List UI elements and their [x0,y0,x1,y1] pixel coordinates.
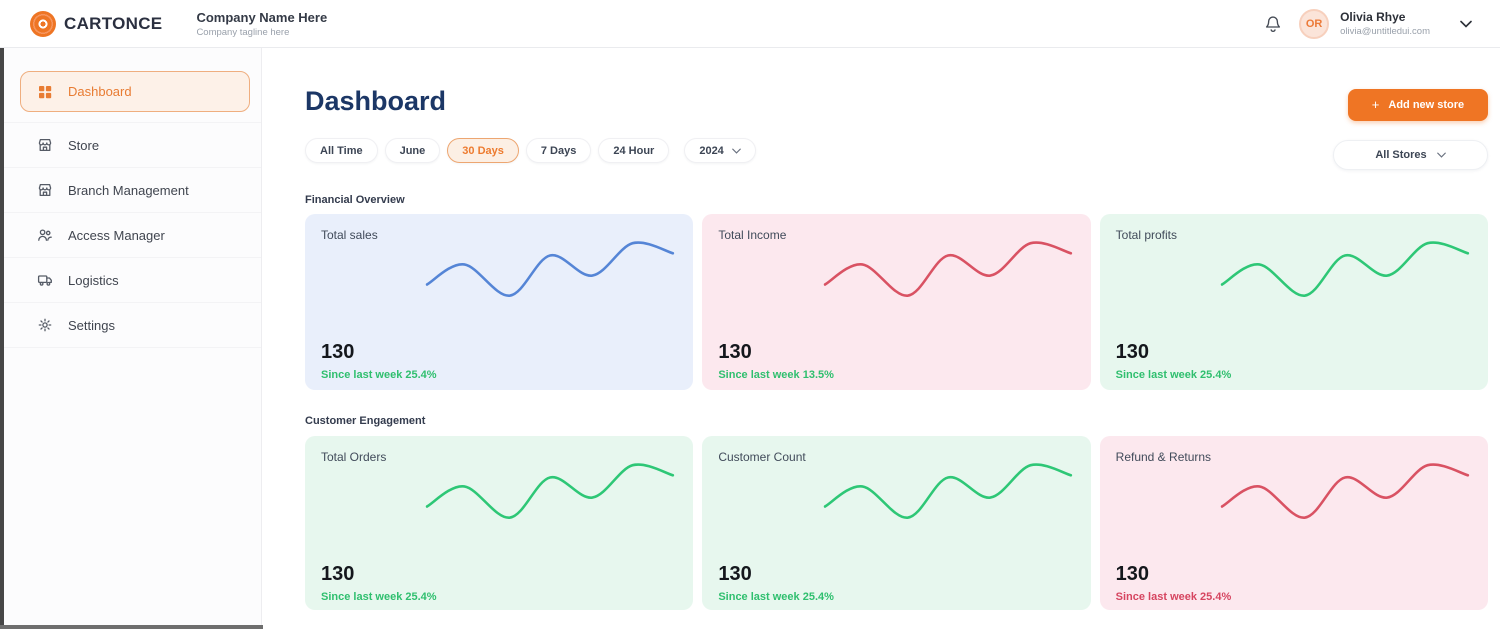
financial-overview-cards: Total sales 130 Since last week 25.4% To… [305,214,1488,390]
customer-engagement-cards: Total Orders 130 Since last week 25.4% C… [305,436,1488,610]
card-title: Refund & Returns [1115,450,1212,464]
window-bottom-edge [0,625,263,629]
storefront-icon [38,183,52,197]
filter-june[interactable]: June [384,138,441,163]
card-title: Total profits [1115,228,1178,242]
brand-logo-icon [30,10,56,37]
user-name: Olivia Rhye [1340,10,1406,24]
card-title: Total sales [321,228,378,242]
user-block: Olivia Rhye olivia@untitledui.com [1340,10,1430,37]
sidebar-item-label: Access Manager [68,227,165,243]
user-email: olivia@untitledui.com [1340,26,1430,37]
sidebar-item-logistics[interactable]: Logistics [0,258,261,303]
filter-30-days[interactable]: 30 Days [447,138,519,163]
card-title: Total Orders [321,450,387,464]
filter-year-dropdown[interactable]: 2024 [684,138,756,163]
sparkline-chart [426,241,675,297]
card-value: 130 [321,563,355,585]
sidebar-item-label: Settings [68,317,115,333]
card-delta: Since last week 25.4% [718,591,834,603]
add-new-store-label: Add new store [1388,99,1465,111]
sidebar-item-settings[interactable]: Settings [0,303,261,348]
window-left-edge [0,48,4,629]
page-title: Dashboard [305,86,447,116]
gear-icon [38,318,52,332]
chevron-down-icon [1436,152,1446,158]
filter-year-label: 2024 [699,144,724,157]
card-delta: Since last week 25.4% [321,369,437,381]
stat-card-total-sales: Total sales 130 Since last week 25.4% [305,214,694,390]
truck-icon [37,275,52,286]
section-title-financial-overview: Financial Overview [305,194,405,206]
card-value: 130 [718,563,752,585]
user-avatar[interactable]: OR [1299,8,1330,39]
sidebar-item-access-manager[interactable]: Access Manager [0,213,261,258]
card-value: 130 [1115,341,1150,363]
sparkline-chart [426,463,675,519]
stat-card-total-profits: Total profits 130 Since last week 25.4% [1099,214,1488,390]
stat-card-total-orders: Total Orders 130 Since last week 25.4% [305,436,694,610]
sparkline-chart [1220,241,1470,297]
sidebar-item-label: Store [68,137,100,153]
company-block: Company Name Here Company tagline here [196,10,327,38]
sidebar-nav: Dashboard Store Branch Management [0,48,262,629]
top-header: CARTONCE Company Name Here Company tagli… [0,0,1500,48]
card-delta: Since last week 25.4% [321,591,437,603]
sidebar-item-store[interactable]: Store [0,123,261,168]
filter-24-hour[interactable]: 24 Hour [598,138,670,163]
brand-logo-text: CARTONCE [64,13,163,33]
sparkline-chart [823,463,1072,519]
card-value: 130 [321,341,355,363]
brand-logo: CARTONCE [30,10,163,37]
filter-7-days[interactable]: 7 Days [525,138,592,163]
stat-card-refund-returns: Refund & Returns 130 Since last week 25.… [1099,436,1488,610]
sidebar-item-label: Dashboard [68,84,132,99]
user-menu-chevron-down-icon[interactable] [1460,20,1472,28]
sidebar-list: Store Branch Management Access Manager [0,122,261,348]
card-delta: Since last week 25.4% [1115,591,1232,603]
stat-card-total-income: Total Income 130 Since last week 13.5% [702,214,1091,390]
filter-all-time[interactable]: All Time [305,138,378,163]
sidebar-item-dashboard[interactable]: Dashboard [20,71,250,112]
plus-icon: + [1371,97,1380,112]
stat-card-customer-count: Customer Count 130 Since last week 25.4% [702,436,1091,610]
all-stores-label: All Stores [1375,149,1427,161]
main-content: Dashboard All Time June 30 Days 7 Days 2… [262,48,1500,629]
storefront-icon [38,138,52,152]
dashboard-grid-icon [39,85,52,98]
card-value: 130 [1115,563,1150,585]
chevron-down-icon [731,148,741,154]
sparkline-chart [1220,463,1470,519]
card-title: Total Income [718,228,787,242]
all-stores-dropdown[interactable]: All Stores [1333,140,1488,170]
sidebar-item-branch-management[interactable]: Branch Management [0,168,261,213]
sidebar-item-label: Branch Management [68,182,189,198]
sidebar-item-label: Logistics [68,272,119,288]
time-filter-group: All Time June 30 Days 7 Days 24 Hour 202… [305,138,756,163]
add-new-store-button[interactable]: + Add new store [1348,89,1488,121]
company-name: Company Name Here [196,9,328,25]
company-tagline: Company tagline here [196,26,290,38]
card-title: Customer Count [718,450,806,464]
notification-bell-icon[interactable] [1263,14,1283,34]
section-title-customer-engagement: Customer Engagement [305,415,426,427]
card-delta: Since last week 25.4% [1115,369,1232,381]
users-icon [38,229,52,241]
card-value: 130 [718,341,752,363]
sparkline-chart [823,241,1072,297]
card-delta: Since last week 13.5% [718,369,834,381]
